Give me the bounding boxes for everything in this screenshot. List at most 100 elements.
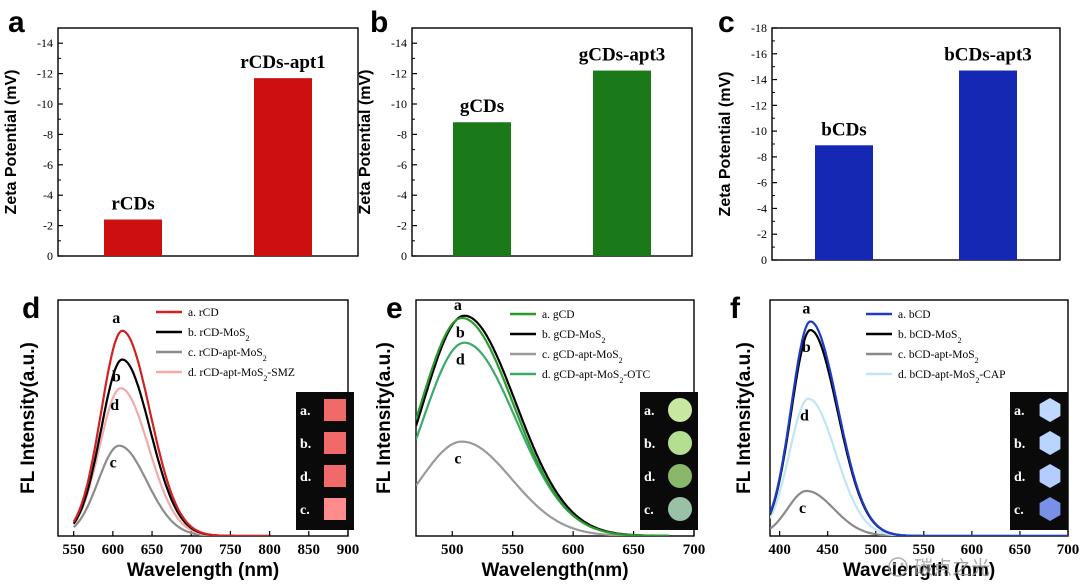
y-axis-title: Zeta Potential (mV) <box>357 70 374 215</box>
inset-label: c. <box>644 503 654 518</box>
x-axis-title: Wavelength (nm) <box>843 560 995 581</box>
inset-label: b. <box>300 437 311 452</box>
legend-entry: d. rCD-apt-MoS2-SMZ <box>188 367 295 383</box>
x-tick-label: 900 <box>337 542 360 558</box>
y-tick-label: -2 <box>43 219 53 233</box>
x-tick-label: 650 <box>141 542 164 558</box>
bar-gCDs <box>453 122 511 257</box>
legend-entry: b. bCD-MoS2 <box>898 329 961 345</box>
inset-label: b. <box>644 437 655 452</box>
y-axis-title: FL Intensity(a.u.) <box>734 342 755 494</box>
bar-label: bCDs <box>821 119 866 140</box>
y-tick-label: -14 <box>751 73 767 87</box>
series-line-d <box>72 387 269 536</box>
inset-label: d. <box>300 470 311 485</box>
curve-label-d: d <box>800 408 809 425</box>
y-axis-title: FL Intensity(a.u.) <box>374 342 395 494</box>
bar-gCDs-apt3 <box>593 70 651 256</box>
y-tick-label: 0 <box>761 253 767 267</box>
x-tick-label: 700 <box>1057 542 1080 558</box>
y-axis-title: Zeta Potential (mV) <box>717 72 734 217</box>
y-tick-label: -12 <box>37 67 53 81</box>
x-tick-label: 400 <box>768 542 791 558</box>
x-axis-title: Wavelength (nm) <box>127 560 279 581</box>
inset-sample <box>1039 398 1061 422</box>
panel-e-line-chart: 500 550 600 650 700 Wavelength(nm) FL Intensit… <box>374 297 705 581</box>
series-line-b <box>72 358 269 536</box>
y-tick-label: -10 <box>751 124 767 138</box>
y-axis-title: Zeta Potential (mV) <box>3 70 20 215</box>
x-tick-label: 600 <box>562 542 585 558</box>
inset-sample <box>1039 431 1061 455</box>
bar-rCDs <box>104 219 162 256</box>
curve-label-c: c <box>454 451 461 468</box>
curve-label-b: b <box>456 325 465 342</box>
series-line-a <box>416 316 669 536</box>
watermark-text: 碳点之光 <box>914 557 990 579</box>
legend-entry: a. bCD <box>898 309 931 321</box>
bar-label: bCDs-apt3 <box>944 45 1032 66</box>
inset-label: a. <box>644 404 655 419</box>
legend-entry: b. rCD-MoS2 <box>188 327 250 343</box>
bar-label: gCDs-apt3 <box>579 45 666 66</box>
series-line-a <box>770 320 1068 536</box>
x-tick-label: 650 <box>622 542 645 558</box>
x-tick-label: 750 <box>219 542 242 558</box>
y-tick-label: -6 <box>397 158 407 172</box>
inset-sample <box>324 465 346 487</box>
inset-sample <box>324 399 346 421</box>
y-tick-label: -4 <box>43 188 53 202</box>
bar-label: rCDs <box>111 194 154 215</box>
series-line-c <box>72 444 269 536</box>
inset-label: c. <box>300 503 310 518</box>
inset-photo: a. b. d. c. <box>296 392 354 530</box>
bar-label: rCDs-apt1 <box>240 52 326 73</box>
x-tick-label: 700 <box>683 542 706 558</box>
inset-label: d. <box>1014 470 1025 485</box>
series-line-d <box>770 397 1068 536</box>
panel-d-line-chart: 550 600 650 700 750 800 850 900 Wavelength (nm) F… <box>18 299 360 581</box>
x-tick-label: 550 <box>913 542 936 558</box>
y-tick-label: -12 <box>391 67 407 81</box>
series-line-c <box>770 489 1068 536</box>
inset-photo: a. b. d. c. <box>1010 392 1068 530</box>
x-tick-label: 500 <box>441 542 464 558</box>
y-tick-label: -8 <box>397 127 407 141</box>
curve-label-b: b <box>112 369 121 386</box>
inset-sample <box>668 497 692 521</box>
legend-entry: c. gCD-apt-MoS2 <box>542 349 623 365</box>
curve-label-b: b <box>802 339 811 356</box>
plot-frame <box>57 27 359 257</box>
inset-sample <box>1039 464 1061 488</box>
panel-label-b: b <box>370 6 388 39</box>
legend-entry: d. bCD-apt-MoS2-CAP <box>898 369 1006 385</box>
inset-label: c. <box>1014 503 1024 518</box>
x-tick-label: 500 <box>864 542 887 558</box>
legend-entry: a. rCD <box>188 307 219 319</box>
x-tick-label: 550 <box>62 542 85 558</box>
legend-entry: b. gCD-MoS2 <box>542 329 605 345</box>
y-tick-label: -16 <box>751 47 767 61</box>
y-tick-label: -4 <box>757 201 767 215</box>
curve-label-c: c <box>110 455 117 472</box>
watermark: 碳点之光 <box>888 557 990 579</box>
inset-sample <box>1039 497 1061 521</box>
panel-label-c: c <box>718 6 735 39</box>
y-tick-label: 0 <box>401 249 407 263</box>
inset-label: b. <box>1014 437 1025 452</box>
panel-b-bar-chart: 0 -2 -4 -6 -8 -10 -12 -14 Zeta Potential (mV) gCD… <box>357 27 693 263</box>
inset-sample <box>324 498 346 520</box>
x-tick-label: 700 <box>180 542 203 558</box>
curve-label-d: d <box>110 397 119 414</box>
curve-label-c: c <box>799 500 806 517</box>
y-axis-title: FL Intensity(a.u.) <box>18 342 39 494</box>
y-tick-label: -4 <box>397 188 407 202</box>
x-tick-label: 550 <box>501 542 524 558</box>
inset-label: d. <box>644 470 655 485</box>
y-tick-label: -6 <box>43 158 53 172</box>
curve-label-d: d <box>456 352 465 369</box>
y-tick-label: -10 <box>37 97 53 111</box>
curve-label-a: a <box>802 300 810 317</box>
y-tick-label: -14 <box>391 36 407 50</box>
